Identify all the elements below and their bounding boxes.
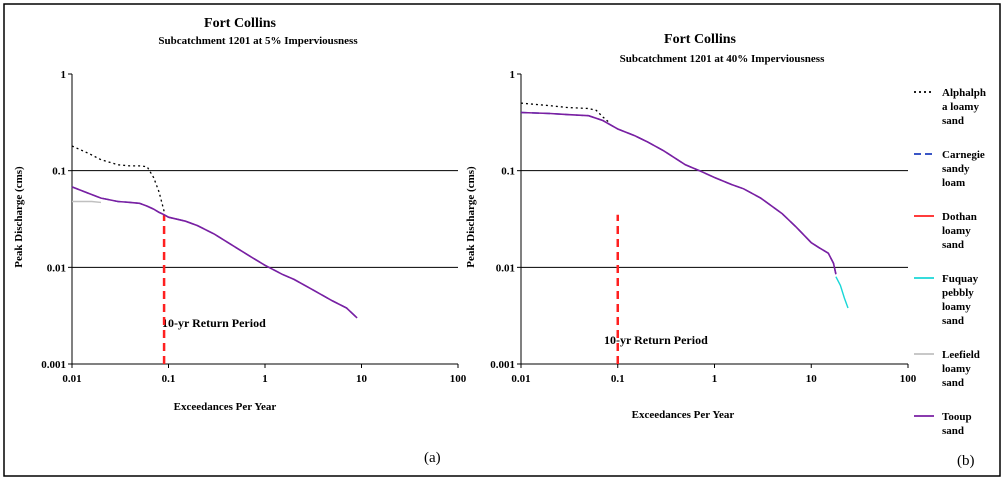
chart-panel-b: Fort Collins Subcatchment 1201 at 40% Im… (465, 32, 975, 469)
chart-a-subtitle: Subcatchment 1201 at 5% Imperviousness (158, 35, 358, 47)
chart-a-annotation: 10-yr Return Period (162, 316, 266, 330)
chart-b-ytick-label: 0.001 (490, 359, 515, 371)
legend-item-tooup: Tooup sand (914, 411, 972, 437)
chart-a-series-tooup (71, 186, 358, 319)
legend-item-dothan: Dothan loamy sand (914, 211, 977, 251)
chart-b-annotation: 10-yr Return Period (604, 333, 708, 347)
chart-a-ytick-label: 0.01 (47, 262, 66, 274)
legend-label-fuquay: sand (942, 315, 964, 327)
legend-label-fuquay: loamy (942, 301, 971, 313)
panel-label-a: (a) (424, 450, 441, 466)
chart-a-series-leefield (72, 200, 102, 204)
chart-panel-a: Fort Collins Subcatchment 1201 at 5% Imp… (13, 16, 467, 466)
legend-label-dothan: loamy (942, 225, 971, 237)
chart-b-subtitle: Subcatchment 1201 at 40% Imperviousness (620, 53, 825, 65)
chart-b-series-fuquay (835, 276, 849, 309)
legend-label-leefield: Leefield (942, 349, 980, 361)
legend-label-tooup: Tooup (942, 411, 972, 423)
legend-label-fuquay: pebbly (942, 287, 974, 299)
chart-a-xtick-label: 1 (262, 373, 268, 385)
legend-label-fuquay: Fuquay (942, 273, 979, 285)
legend-label-alphalpha: sand (942, 115, 964, 127)
legend-label-leefield: sand (942, 377, 964, 389)
chart-a-xlabel: Exceedances Per Year (174, 401, 277, 413)
chart-a-ylabel: Peak Discharge (cms) (13, 166, 25, 268)
chart-b-xlabel: Exceedances Per Year (632, 409, 735, 421)
legend-item-leefield: Leefield loamy sand (914, 349, 980, 389)
chart-b-xtick-label: 10 (806, 373, 818, 385)
chart-a-xtick-label: 0.1 (162, 373, 176, 385)
chart-a-xtick-label: 100 (450, 373, 467, 385)
chart-b-xtick-label: 100 (900, 373, 917, 385)
chart-a-series-alphalpha (71, 145, 165, 212)
legend-label-leefield: loamy (942, 363, 971, 375)
legend-label-dothan: Dothan (942, 211, 977, 223)
chart-b-ylabel: Peak Discharge (cms) (465, 166, 477, 268)
legend-label-tooup: sand (942, 425, 964, 437)
chart-b-title: Fort Collins (664, 32, 736, 47)
chart-b-series-carnegie (520, 111, 837, 275)
chart-b-series-tooup (520, 111, 837, 275)
chart-b-xtick-label: 1 (712, 373, 718, 385)
legend: Alphalph a loamy sand Carnegie sandy loam Doth… (914, 87, 986, 437)
chart-a-xtick-label: 0.01 (62, 373, 81, 385)
chart-b-xtick-label: 0.1 (611, 373, 625, 385)
legend-item-carnegie: Carnegie sandy loam (914, 149, 985, 189)
chart-a-title: Fort Collins (204, 16, 276, 31)
chart-a-ytick-label: 1 (61, 69, 67, 81)
chart-a-series-carnegie (71, 186, 358, 319)
chart-b-ytick-label: 0.1 (501, 166, 515, 178)
chart-b-ytick-label: 0.01 (496, 262, 515, 274)
legend-label-alphalpha: a loamy (942, 101, 979, 113)
chart-a-ytick-label: 0.1 (52, 166, 66, 178)
chart-b-xtick-label: 0.01 (511, 373, 530, 385)
legend-item-fuquay: Fuquay pebbly loamy sand (914, 273, 979, 327)
legend-label-alphalpha: Alphalph (942, 87, 986, 99)
chart-b-ytick-label: 1 (510, 69, 516, 81)
chart-a-ytick-label: 0.001 (41, 359, 66, 371)
legend-item-alphalpha: Alphalph a loamy sand (914, 87, 986, 127)
panel-label-b: (b) (957, 453, 975, 469)
legend-label-dothan: sand (942, 239, 964, 251)
legend-label-carnegie: Carnegie (942, 149, 985, 161)
legend-label-carnegie: sandy (942, 163, 970, 175)
chart-a-xtick-label: 10 (356, 373, 368, 385)
figure-border (3, 3, 1001, 477)
legend-label-carnegie: loam (942, 177, 965, 189)
